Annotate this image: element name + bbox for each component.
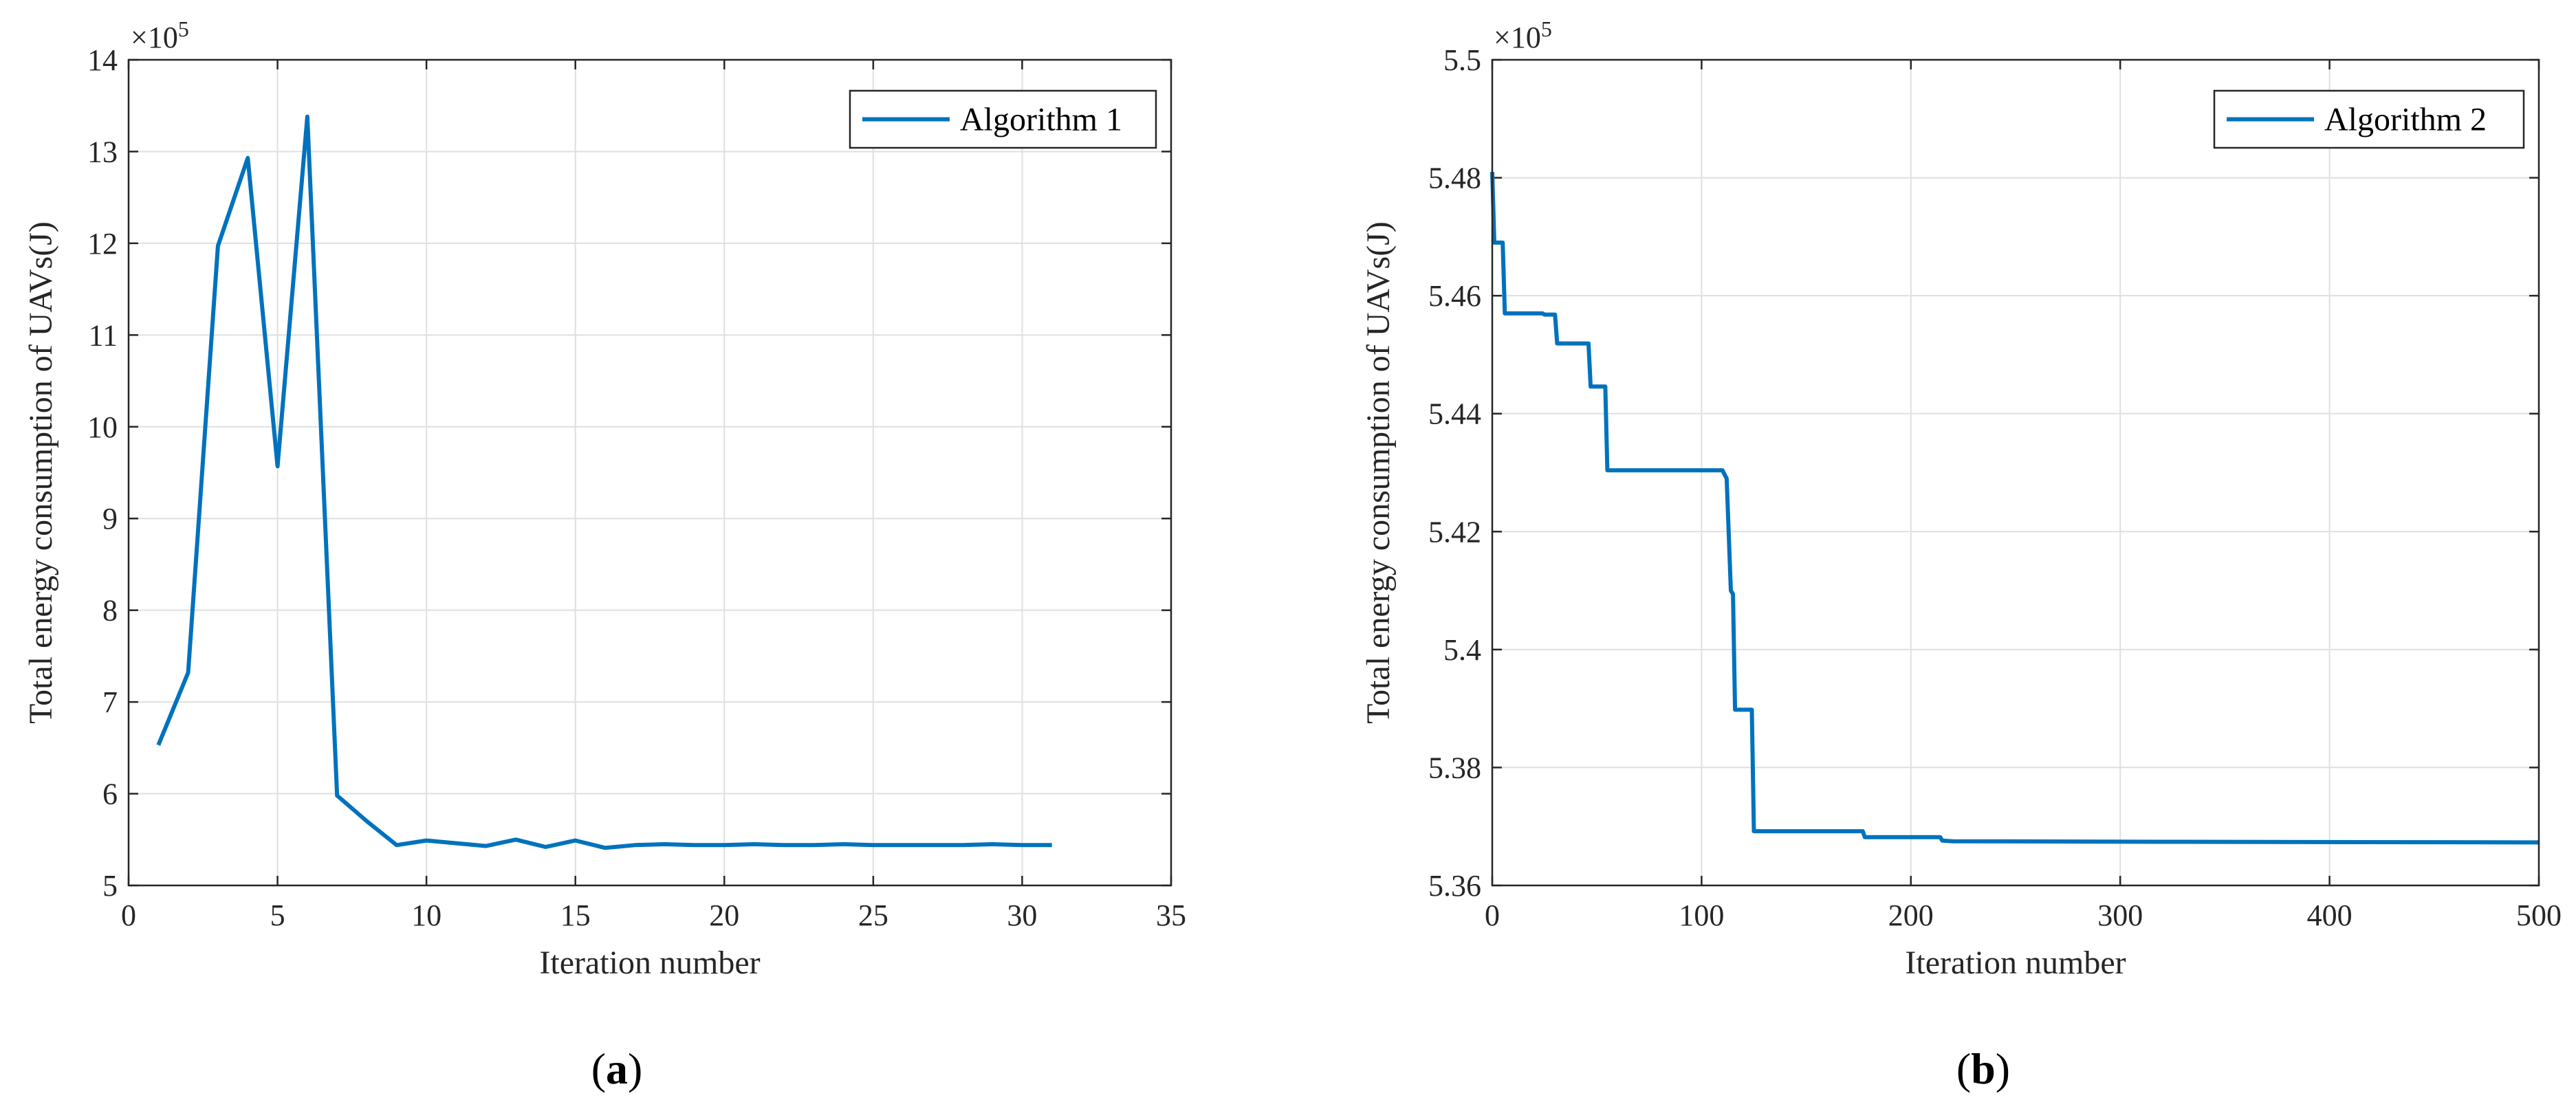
y-tick-label: 5.48 xyxy=(1428,162,1481,195)
y-tick-label: 5.46 xyxy=(1428,279,1481,313)
series-line xyxy=(1490,171,2540,845)
x-tick-label: 400 xyxy=(2307,899,2353,932)
x-tick-label: 35 xyxy=(1156,899,1186,932)
series-line xyxy=(156,114,1052,850)
legend-entry-label: Algorithm 1 xyxy=(960,102,1122,138)
y-tick-label: 5.42 xyxy=(1428,515,1481,549)
y-tick-label: 14 xyxy=(87,43,118,77)
x-axis-label: Iteration number xyxy=(539,945,760,981)
grid xyxy=(129,60,1171,885)
x-axis-label: Iteration number xyxy=(1905,945,2126,981)
y-tick-label: 5.44 xyxy=(1428,397,1481,431)
panel-sublabel: (b) xyxy=(1956,1044,2010,1093)
y-axis-label: Total energy consumption of UAVs(J) xyxy=(1360,221,1397,724)
y-tick-label: 12 xyxy=(87,227,118,261)
panel-sublabel: (a) xyxy=(591,1044,643,1093)
plot-area xyxy=(1492,60,2539,885)
y-tick-label: 8 xyxy=(102,594,118,628)
plot-area xyxy=(129,60,1171,885)
y-tick-label: 11 xyxy=(89,318,118,352)
grid xyxy=(1492,60,2539,885)
y-multiplier: ×105 xyxy=(131,16,189,54)
y-tick-label: 6 xyxy=(102,778,118,811)
y-tick-label: 5.38 xyxy=(1428,751,1481,784)
panel-a-chart: 0 5 10 15 20 25 30 35567891011121314×105Iterati… xyxy=(23,16,1186,1093)
y-tick-label: 9 xyxy=(102,502,118,536)
x-tick-label: 5 xyxy=(270,899,285,932)
y-tick-label: 5.5 xyxy=(1443,43,1481,77)
axes-box xyxy=(127,58,1172,887)
axes-box xyxy=(1491,58,2540,887)
y-multiplier: ×105 xyxy=(1494,16,1552,54)
x-tick-label: 25 xyxy=(858,899,888,932)
y-axis-label: Total energy consumption of UAVs(J) xyxy=(23,221,59,724)
legend-entry-label: Algorithm 2 xyxy=(2324,102,2487,138)
x-tick-label: 100 xyxy=(1679,899,1724,932)
y-tick-label: 5.36 xyxy=(1428,869,1481,903)
x-tick-label: 15 xyxy=(560,899,591,932)
y-tick-label: 5.4 xyxy=(1443,633,1481,667)
x-tick-label: 500 xyxy=(2516,899,2562,932)
y-tick-label: 13 xyxy=(87,135,118,168)
x-tick-label: 20 xyxy=(709,899,739,932)
y-tick-label: 10 xyxy=(87,410,118,444)
x-tick-label: 10 xyxy=(411,899,441,932)
x-tick-label: 0 xyxy=(121,899,136,932)
legend: Algorithm 2 xyxy=(2213,89,2525,149)
x-tick-label: 300 xyxy=(2097,899,2143,932)
panel-b-chart: 0 100 200 300 400 500 5.36 5.38 5.4 5.42 5.44 5.46 5… xyxy=(1360,16,2562,1093)
x-tick-label: 0 xyxy=(1485,899,1500,932)
x-tick-label: 200 xyxy=(1888,899,1934,932)
legend: Algorithm 1 xyxy=(849,89,1157,149)
y-tick-label: 5 xyxy=(102,869,118,903)
y-tick-label: 7 xyxy=(102,685,118,719)
x-tick-label: 30 xyxy=(1007,899,1037,932)
